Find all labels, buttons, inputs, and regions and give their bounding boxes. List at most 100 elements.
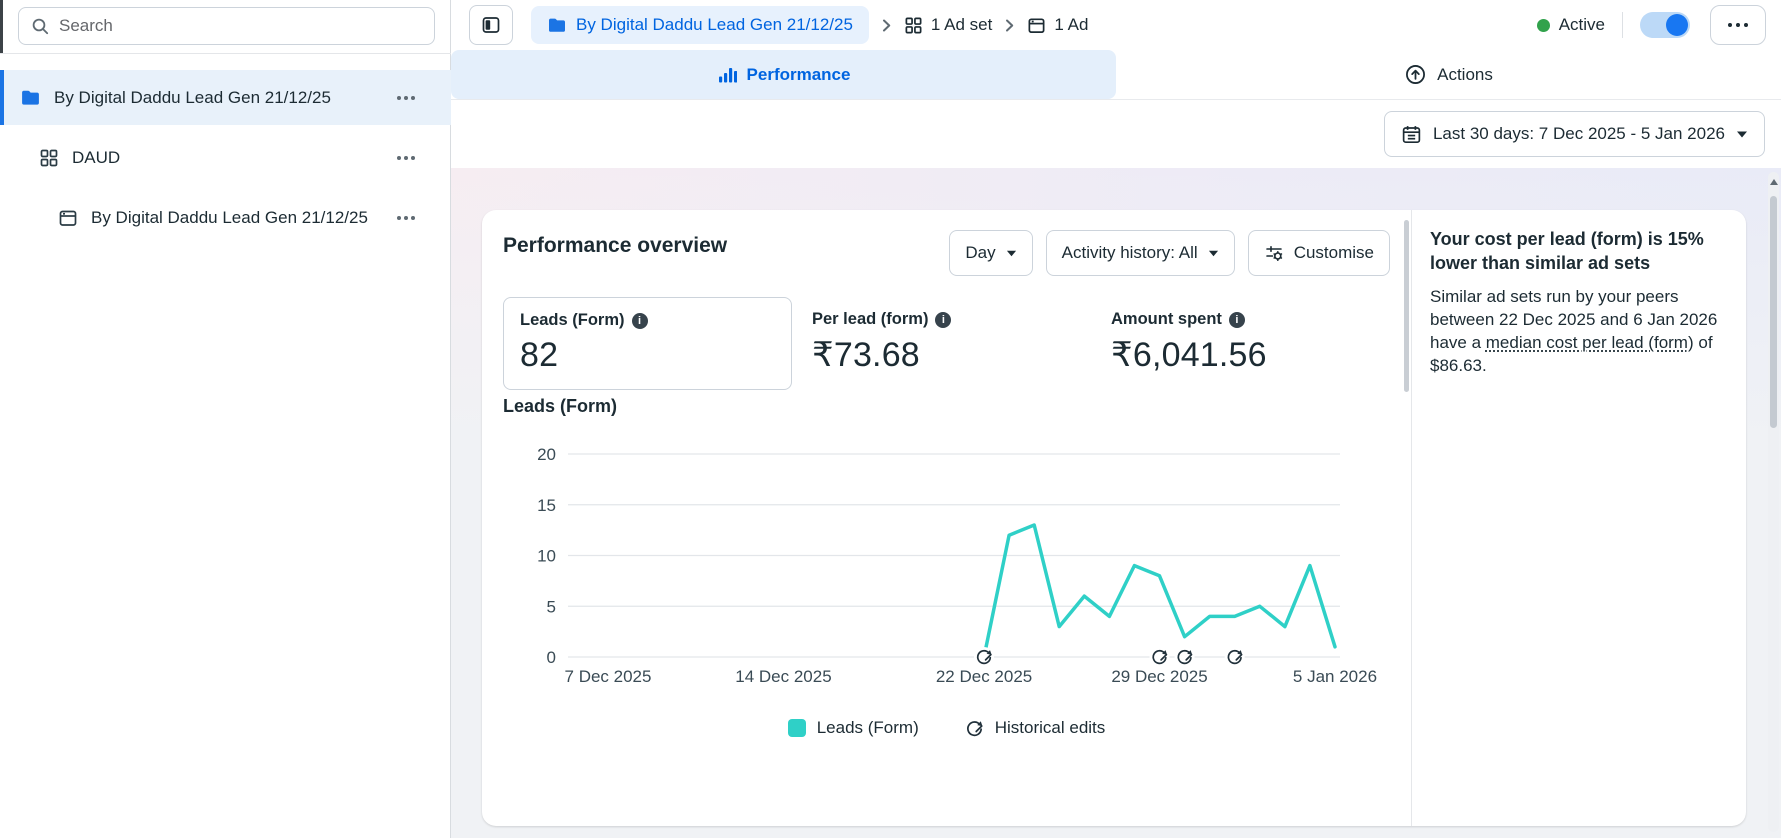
ad-icon (58, 208, 78, 228)
collapse-sidebar-button[interactable] (469, 5, 513, 45)
ad-set-icon (904, 16, 923, 35)
search-icon (31, 17, 49, 35)
calendar-icon (1401, 124, 1422, 145)
sidebar-item-adset[interactable]: DAUD (0, 134, 451, 182)
filter-row: Last 30 days: 7 Dec 2025 - 5 Jan 2026 (451, 100, 1781, 168)
tab-performance[interactable]: Performance (451, 50, 1116, 99)
ad-status-toggle[interactable] (1640, 12, 1690, 38)
chart-title: Leads (Form) (503, 396, 617, 417)
campaign-more-button[interactable] (391, 90, 421, 106)
y-tick-label: 20 (537, 445, 556, 464)
selection-bar (0, 70, 4, 125)
search-input[interactable]: Search (18, 7, 435, 45)
chevron-down-icon (1208, 250, 1219, 257)
x-tick-label: 14 Dec 2025 (735, 667, 831, 686)
tip-median-cost-link[interactable]: median cost per lead (form) (1486, 333, 1694, 352)
adset-more-button[interactable] (391, 150, 421, 166)
historical-edit-marker[interactable] (1225, 647, 1245, 667)
more-options-button[interactable] (1710, 5, 1766, 45)
breadcrumb-adset-label: 1 Ad set (931, 15, 992, 35)
tip-heading: Your cost per lead (form) is 15% lower t… (1430, 227, 1726, 275)
y-tick-label: 10 (537, 547, 556, 566)
bar-chart-icon (717, 65, 737, 85)
tab-performance-label: Performance (747, 65, 851, 85)
historical-edits-icon (965, 719, 984, 738)
overview-controls: Day Activity history: All Customise (949, 230, 1390, 276)
y-tick-label: 15 (537, 496, 556, 515)
x-tick-label: 5 Jan 2026 (1293, 667, 1377, 686)
adset-label: DAUD (72, 148, 120, 168)
divider (1622, 12, 1623, 38)
chevron-right-icon (881, 18, 892, 33)
active-status-dot (1537, 19, 1550, 32)
ads-manager-window: Search By Digital Daddu Lead Gen 21/12/2… (0, 0, 1781, 838)
ad-set-icon (39, 148, 59, 168)
tip-panel-scrollbar-thumb[interactable] (1404, 220, 1409, 392)
status-badge: Active (1559, 15, 1605, 35)
breadcrumb-ad-label: 1 Ad (1054, 15, 1088, 35)
panel-icon (481, 15, 501, 35)
main-area: By Digital Daddu Lead Gen 21/12/25 1 Ad … (451, 0, 1781, 838)
chevron-down-icon (1736, 131, 1748, 138)
performance-card: Performance overview Day Activity histor… (482, 210, 1746, 826)
chart-legend: Leads (Form) Historical edits (482, 718, 1411, 738)
legend-edits-label: Historical edits (995, 718, 1106, 738)
leads-line-chart: 051015207 Dec 202514 Dec 202522 Dec 2025… (482, 425, 1411, 718)
metric-leads-label: Leads (Form) (520, 311, 625, 330)
folder-icon (547, 15, 567, 35)
sidebar-item-campaign[interactable]: By Digital Daddu Lead Gen 21/12/25 (0, 70, 451, 125)
divider (0, 53, 451, 54)
legend-leads-form: Leads (Form) (788, 718, 919, 738)
leads-series-line (984, 525, 1335, 657)
metric-amount-spent[interactable]: Amount spent ₹6,041.56 (1111, 310, 1267, 375)
info-icon[interactable] (632, 313, 648, 329)
tab-actions-label: Actions (1437, 65, 1493, 85)
customise-sliders-icon (1264, 243, 1284, 263)
performance-overview-section: Performance overview Day Activity histor… (482, 210, 1411, 826)
historical-edit-marker[interactable] (1150, 647, 1170, 667)
tab-actions[interactable]: Actions (1116, 50, 1781, 99)
window-scrollbar[interactable] (1768, 172, 1779, 832)
teal-series-swatch (788, 719, 806, 737)
breadcrumb-campaign[interactable]: By Digital Daddu Lead Gen 21/12/25 (531, 6, 869, 44)
activity-history-dropdown[interactable]: Activity history: All (1046, 230, 1235, 276)
tip-body: Similar ad sets run by your peers betwee… (1430, 285, 1726, 377)
legend-historical-edits: Historical edits (965, 718, 1106, 738)
toggle-knob (1666, 14, 1688, 36)
window-scrollbar-thumb[interactable] (1770, 196, 1777, 428)
breadcrumb-bar: By Digital Daddu Lead Gen 21/12/25 1 Ad … (451, 0, 1781, 50)
breadcrumb-ad[interactable]: 1 Ad (1027, 15, 1088, 35)
metric-leads-form[interactable]: Leads (Form) 82 (503, 297, 792, 390)
historical-edit-marker[interactable] (974, 647, 994, 667)
chevron-right-icon (1004, 18, 1015, 33)
info-icon[interactable] (935, 312, 951, 328)
search-placeholder: Search (59, 16, 113, 36)
info-icon[interactable] (1229, 312, 1245, 328)
historical-edit-marker[interactable] (1175, 647, 1195, 667)
customise-button[interactable]: Customise (1248, 230, 1390, 276)
metric-leads-value: 82 (520, 336, 775, 375)
metric-per-lead[interactable]: Per lead (form) ₹73.68 (812, 310, 951, 375)
sidebar-item-ad[interactable]: By Digital Daddu Lead Gen 21/12/25 (0, 194, 451, 242)
granularity-dropdown[interactable]: Day (949, 230, 1032, 276)
metric-amount-label: Amount spent (1111, 310, 1222, 329)
section-title: Performance overview (503, 234, 727, 258)
content-area: Performance overview Day Activity histor… (451, 168, 1781, 838)
window-edge-strip (0, 0, 3, 53)
date-range-button[interactable]: Last 30 days: 7 Dec 2025 - 5 Jan 2026 (1384, 111, 1765, 157)
y-tick-label: 5 (547, 597, 556, 616)
scroll-up-arrow-icon[interactable] (1770, 179, 1778, 185)
campaign-label: By Digital Daddu Lead Gen 21/12/25 (54, 88, 331, 108)
ad-icon (1027, 16, 1046, 35)
y-tick-label: 0 (547, 648, 556, 667)
folder-icon (20, 87, 41, 108)
x-tick-label: 29 Dec 2025 (1111, 667, 1207, 686)
metric-per-lead-value: ₹73.68 (812, 335, 951, 375)
ad-more-button[interactable] (391, 210, 421, 226)
legend-leads-label: Leads (Form) (817, 718, 919, 738)
boost-circle-arrow-icon (1404, 63, 1427, 86)
recommendation-panel: Your cost per lead (form) is 15% lower t… (1411, 210, 1746, 826)
breadcrumb-campaign-label: By Digital Daddu Lead Gen 21/12/25 (576, 15, 853, 35)
breadcrumb-adset[interactable]: 1 Ad set (904, 15, 992, 35)
tab-bar: Performance Actions (451, 50, 1781, 100)
